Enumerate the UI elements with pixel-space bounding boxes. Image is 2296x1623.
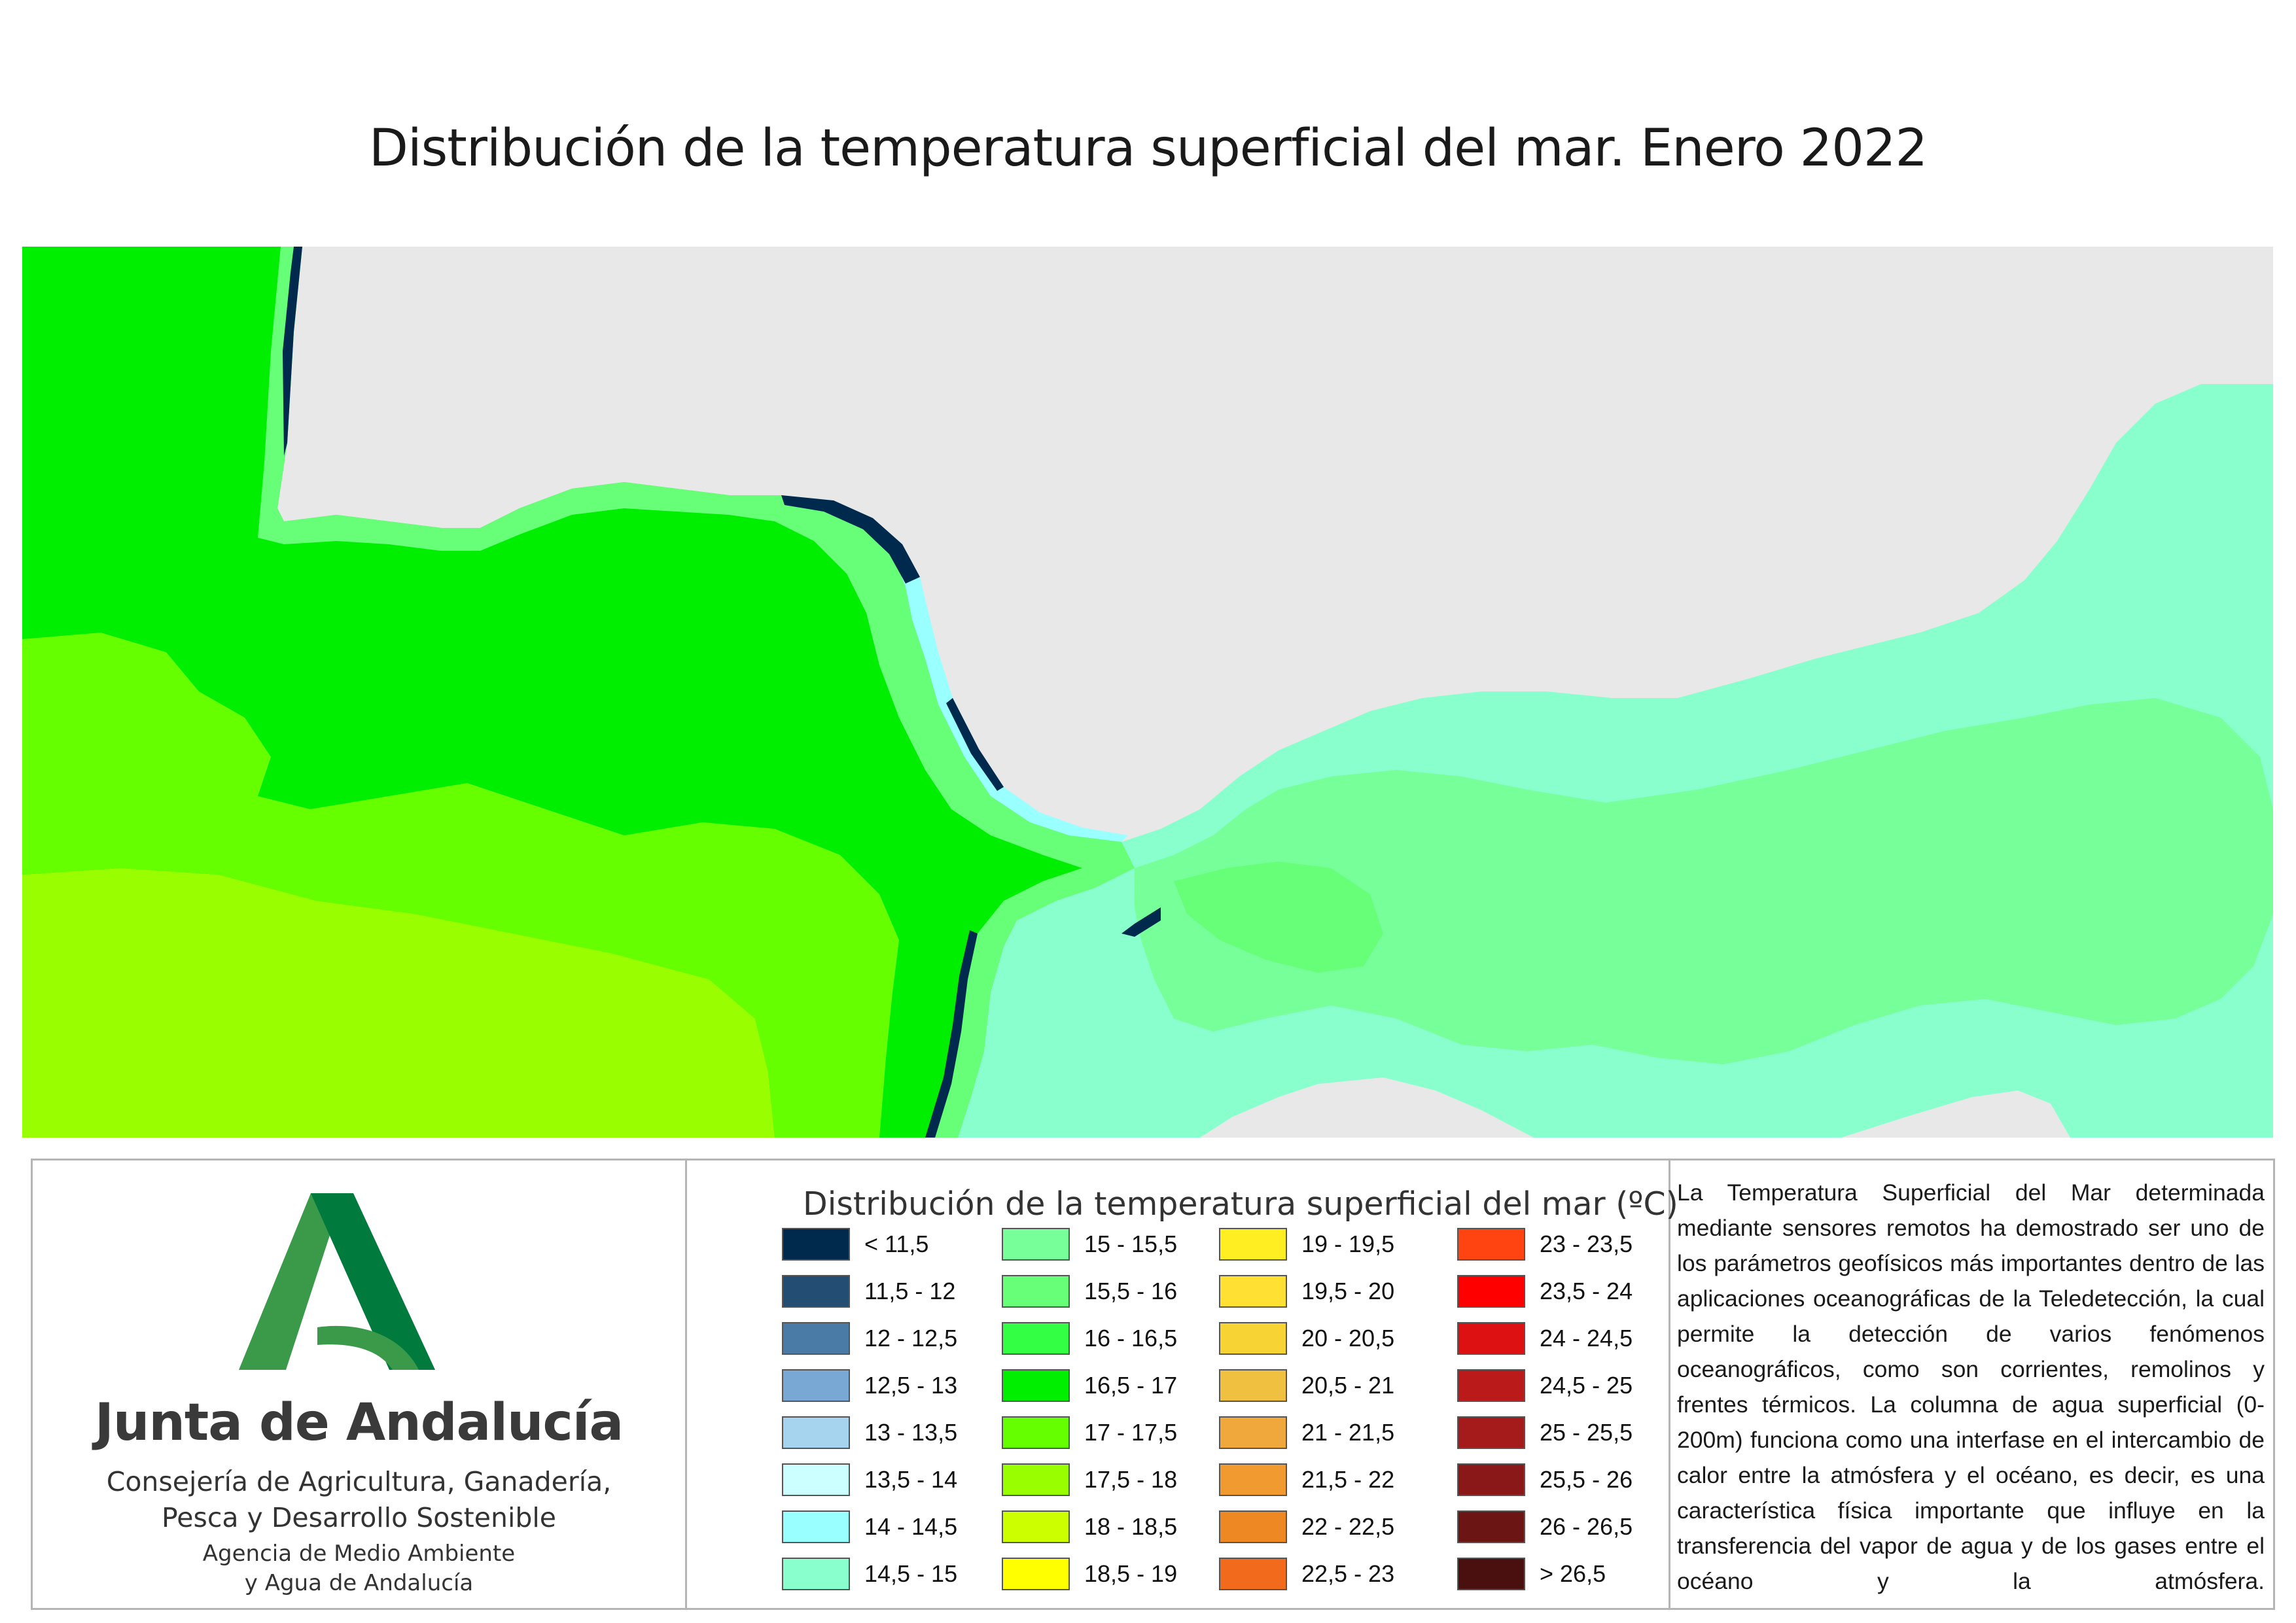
legend-label: 21 - 21,5 [1301, 1419, 1395, 1446]
department-line-1: Consejería de Agricultura, Ganadería, [106, 1466, 612, 1497]
junta-andalucia-logo [239, 1193, 435, 1370]
legend-label: 24,5 - 25 [1540, 1372, 1633, 1399]
brand-name: Junta de Andalucía [94, 1393, 624, 1452]
legend-swatch [1219, 1322, 1287, 1355]
legend-label: 25,5 - 26 [1540, 1466, 1633, 1493]
legend-label: 13,5 - 14 [864, 1466, 958, 1493]
logo-curve [317, 1325, 419, 1370]
sst-zone-mediterranean-15-5-16 [1174, 862, 1383, 973]
info-panel: Junta de Andalucía Consejería de Agricul… [31, 1159, 2275, 1610]
legend-label: > 26,5 [1540, 1560, 1606, 1587]
agency-line-2: y Agua de Andalucía [244, 1570, 474, 1596]
legend-swatch [1219, 1510, 1287, 1543]
legend-label: 13 - 13,5 [864, 1419, 958, 1446]
legend-swatch [1002, 1322, 1070, 1355]
sst-cold-accent-3 [925, 930, 978, 1138]
legend-swatch [1457, 1510, 1525, 1543]
agency-line-1: Agencia de Medio Ambiente [202, 1541, 516, 1567]
legend-swatch [1457, 1275, 1525, 1308]
legend-label: 22 - 22,5 [1301, 1513, 1395, 1540]
legend-swatch [1219, 1228, 1287, 1261]
legend-swatch [782, 1463, 850, 1496]
legend-swatch [1457, 1463, 1525, 1496]
institution-logo-box: Junta de Andalucía Consejería de Agricul… [33, 1161, 687, 1608]
legend-swatch [1219, 1275, 1287, 1308]
map-canvas [22, 247, 2273, 1138]
legend-swatch [1002, 1558, 1070, 1590]
legend-swatch [1002, 1369, 1070, 1402]
sst-zone-atlantic-17-17-5 [22, 633, 899, 1138]
sea-temperature-map[interactable] [22, 247, 2273, 1138]
legend-swatch [782, 1369, 850, 1402]
legend-label: 22,5 - 23 [1301, 1560, 1395, 1587]
legend-label: 16 - 16,5 [1084, 1325, 1178, 1352]
legend-label: 20,5 - 21 [1301, 1372, 1395, 1399]
legend-label: 18 - 18,5 [1084, 1513, 1178, 1540]
legend-label: 15 - 15,5 [1084, 1230, 1178, 1257]
legend-label: 24 - 24,5 [1540, 1325, 1633, 1352]
sst-zone-atlantic-17-5-18 [22, 868, 775, 1138]
legend-swatch [1002, 1228, 1070, 1261]
sst-cold-accent-4 [1122, 907, 1161, 937]
department-line-2: Pesca y Desarrollo Sostenible [162, 1502, 556, 1533]
legend-label: 16,5 - 17 [1084, 1372, 1178, 1399]
legend-label: < 11,5 [864, 1230, 929, 1257]
legend-label: 19,5 - 20 [1301, 1278, 1395, 1304]
legend-swatch [1002, 1275, 1070, 1308]
sst-cold-accent-1 [781, 495, 920, 584]
legend-swatch [1002, 1463, 1070, 1496]
legend-swatch [1457, 1369, 1525, 1402]
legend-label: 15,5 - 16 [1084, 1278, 1178, 1304]
legend-label: 14,5 - 15 [864, 1560, 958, 1587]
legend-label: 17 - 17,5 [1084, 1419, 1178, 1446]
legend-label: 21,5 - 22 [1301, 1466, 1395, 1493]
legend-label: 23 - 23,5 [1540, 1230, 1633, 1257]
logo-light-stroke [239, 1193, 344, 1370]
legend-swatch [782, 1228, 850, 1261]
legend-label: 25 - 25,5 [1540, 1419, 1633, 1446]
sst-cold-accent-5 [283, 247, 302, 456]
legend-swatch [782, 1275, 850, 1308]
legend-label: 18,5 - 19 [1084, 1560, 1178, 1587]
legend-swatch [782, 1322, 850, 1355]
logo-dark-stroke [311, 1193, 435, 1370]
legend-swatch [1219, 1369, 1287, 1402]
legend-swatch [1002, 1416, 1070, 1449]
legend-label: 11,5 - 12 [864, 1278, 956, 1304]
legend-label: 17,5 - 18 [1084, 1466, 1178, 1493]
legend-swatch [1457, 1228, 1525, 1261]
legend-label: 12 - 12,5 [864, 1325, 958, 1352]
description-box: La Temperatura Superficial del Mar deter… [1670, 1161, 2273, 1608]
legend-swatch [1457, 1322, 1525, 1355]
legend-swatch [1457, 1416, 1525, 1449]
legend-swatch [1457, 1558, 1525, 1590]
sst-zone-mediterranean-15-15-5 [1135, 698, 2273, 1064]
legend-swatch [782, 1416, 850, 1449]
map-legend: Distribución de la temperatura superfici… [685, 1161, 1678, 1608]
legend-swatch [1219, 1463, 1287, 1496]
legend-label: 26 - 26,5 [1540, 1513, 1633, 1540]
legend-label: 19 - 19,5 [1301, 1230, 1395, 1257]
legend-swatch [782, 1510, 850, 1543]
sst-cold-accent-2 [946, 698, 1004, 791]
legend-label: 12,5 - 13 [864, 1372, 958, 1399]
legend-label: 20 - 20,5 [1301, 1325, 1395, 1352]
legend-label: 23,5 - 24 [1540, 1278, 1633, 1304]
description-text: La Temperatura Superficial del Mar deter… [1677, 1179, 2265, 1594]
legend-label: 14 - 14,5 [864, 1513, 958, 1540]
page-title: Distribución de la temperatura superfici… [368, 119, 1928, 178]
legend-swatch [1219, 1558, 1287, 1590]
legend-swatch [1219, 1416, 1287, 1449]
legend-swatch [1002, 1510, 1070, 1543]
legend-swatch [782, 1558, 850, 1590]
legend-title: Distribución de la temperatura superfici… [803, 1185, 1678, 1223]
